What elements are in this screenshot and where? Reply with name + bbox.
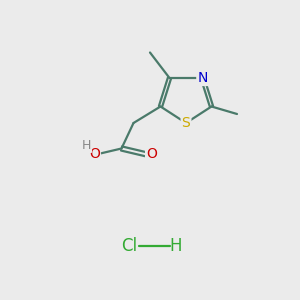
Text: S: S [182,116,190,130]
Text: O: O [146,148,157,161]
Text: H: H [169,237,182,255]
Text: H: H [82,139,91,152]
Text: O: O [89,148,100,161]
Text: Cl: Cl [121,237,137,255]
Text: N: N [197,71,208,85]
